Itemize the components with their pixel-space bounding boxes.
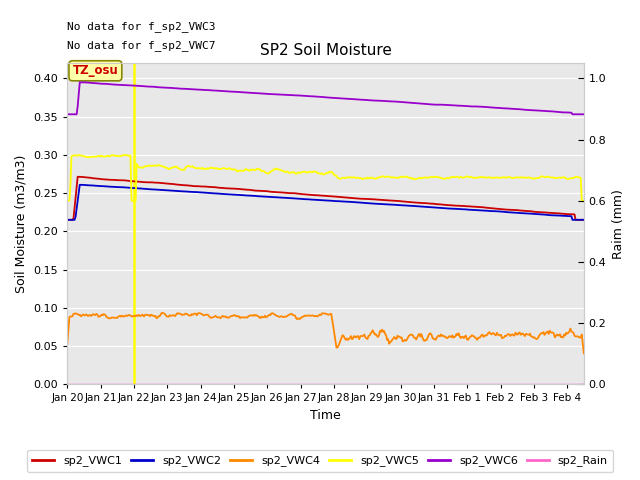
Text: TZ_osu: TZ_osu <box>72 64 118 77</box>
Y-axis label: Raim (mm): Raim (mm) <box>612 189 625 259</box>
Text: No data for f_sp2_VWC3: No data for f_sp2_VWC3 <box>67 21 216 32</box>
Y-axis label: Soil Moisture (m3/m3): Soil Moisture (m3/m3) <box>15 155 28 293</box>
Legend: sp2_VWC1, sp2_VWC2, sp2_VWC4, sp2_VWC5, sp2_VWC6, sp2_Rain: sp2_VWC1, sp2_VWC2, sp2_VWC4, sp2_VWC5, … <box>26 450 614 472</box>
Title: SP2 Soil Moisture: SP2 Soil Moisture <box>260 43 392 58</box>
X-axis label: Time: Time <box>310 409 341 422</box>
Text: No data for f_sp2_VWC7: No data for f_sp2_VWC7 <box>67 41 216 51</box>
